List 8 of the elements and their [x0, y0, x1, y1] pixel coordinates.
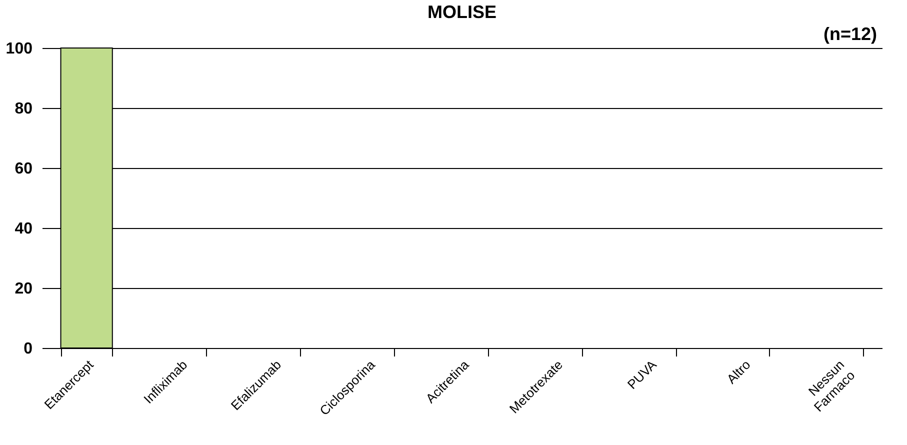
y-tick-label: 80 [14, 100, 33, 118]
y-tick-label: 100 [6, 40, 33, 58]
y-tick-label: 20 [14, 280, 33, 298]
y-tick-label: 60 [14, 160, 33, 178]
text: (n=12) [823, 24, 877, 44]
y-tick-label: 40 [14, 220, 33, 238]
chart-title: MOLISE [427, 2, 497, 22]
y-tick-label: 0 [24, 340, 33, 358]
